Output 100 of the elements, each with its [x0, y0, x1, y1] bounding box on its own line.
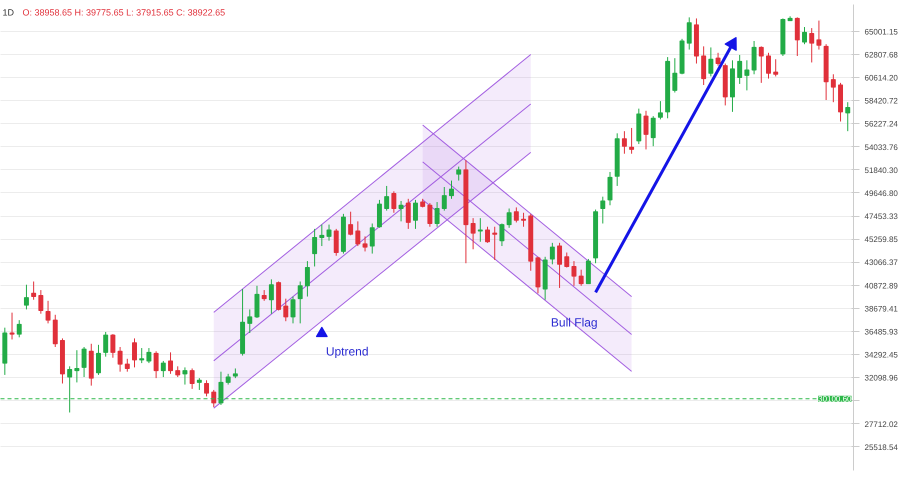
candlestick	[232, 368, 238, 379]
candlestick	[154, 350, 159, 379]
candlestick	[406, 198, 411, 230]
candlestick	[758, 46, 764, 84]
candlestick	[514, 206, 519, 223]
candlestick	[644, 110, 648, 150]
candlestick	[204, 380, 210, 397]
candlestick	[773, 58, 778, 77]
candlestick	[384, 185, 390, 212]
candlestick	[708, 46, 714, 77]
y-tick-label: 47453.33	[864, 212, 898, 222]
candlestick	[247, 308, 252, 334]
candlestick	[16, 320, 22, 338]
candlestick	[499, 223, 504, 247]
y-tick-label: 34292.45	[864, 350, 898, 360]
candlestick	[672, 58, 678, 94]
candlestick	[312, 228, 318, 267]
y-tick-label: 43066.37	[864, 258, 898, 268]
candlestick	[326, 224, 332, 242]
candlestick	[103, 331, 108, 358]
y-tick-label: 36485.93	[864, 327, 898, 336]
candlestick	[110, 334, 116, 358]
y-tick-label: 56227.24	[864, 120, 898, 129]
candlestick	[67, 366, 72, 413]
candlestick	[802, 26, 807, 45]
candlestick	[290, 296, 296, 324]
candlestick	[449, 180, 454, 200]
candlestick	[254, 285, 260, 318]
candlestick	[124, 358, 130, 372]
candlestick	[196, 378, 202, 390]
candlestick	[629, 127, 634, 154]
candlestick	[334, 228, 339, 256]
candlestick	[571, 260, 576, 286]
y-tick-label: 51840.30	[864, 166, 898, 175]
candlestick	[701, 46, 706, 86]
candlestick	[168, 352, 174, 374]
y-tick-label: 38679.41	[864, 304, 898, 314]
candlestick	[744, 60, 750, 91]
candlestick	[391, 190, 396, 214]
candlestick	[298, 280, 303, 324]
candlestick	[376, 199, 382, 228]
candlestick	[506, 208, 512, 228]
candlestick	[10, 312, 15, 340]
y-tick-label: 40872.89	[864, 281, 898, 290]
y-tick-label: 60614.20	[864, 74, 898, 83]
candlestick	[218, 371, 224, 406]
candlestick	[809, 28, 814, 63]
candlestick	[794, 16, 800, 57]
candlestick	[470, 218, 476, 250]
candlestick	[160, 360, 166, 378]
candlestick	[96, 344, 101, 376]
candlestick	[146, 348, 152, 364]
candlestick	[845, 102, 850, 132]
candlestick	[716, 52, 721, 66]
candlestick	[608, 171, 612, 206]
y-tick-label: 54033.76	[864, 142, 898, 152]
candlestick	[182, 366, 188, 386]
y-tick-label: 62807.68	[864, 50, 898, 60]
candlestick	[175, 366, 180, 378]
candlestick	[304, 260, 310, 298]
candlestick	[268, 278, 274, 314]
candlestick	[578, 269, 584, 286]
candlestick	[478, 218, 483, 242]
candlestick	[139, 348, 144, 364]
candlestick	[564, 252, 570, 268]
candlestick	[600, 196, 606, 224]
candlestick	[38, 290, 44, 314]
candlestick	[348, 211, 354, 236]
candlestick	[132, 338, 137, 368]
candlestick	[74, 350, 80, 383]
candlestick	[52, 314, 58, 348]
candlestick	[226, 373, 231, 386]
y-tick-label: 65001.15	[864, 27, 898, 36]
candlestick	[816, 20, 822, 50]
candlestick	[82, 346, 87, 378]
candlestick	[398, 200, 404, 222]
candlestick	[442, 186, 447, 212]
chart-subtitle: O: 38958.65 H: 39775.65 L: 37915.65 C: 38922.65	[22, 8, 226, 18]
candlestick	[31, 280, 36, 300]
candlestick	[485, 226, 490, 244]
candlestick	[319, 224, 324, 247]
candlestick	[658, 100, 663, 120]
candlestick	[427, 202, 432, 228]
candlestick	[370, 223, 375, 254]
candlestick	[737, 54, 742, 84]
candlestick	[412, 199, 418, 230]
candlestick	[190, 368, 195, 390]
y-tick-label: 27712.02	[864, 420, 898, 429]
candlestick	[492, 226, 498, 261]
annotation: Bull Flag	[550, 315, 598, 330]
y-tick-label: 32098.96	[864, 374, 898, 383]
candlestick	[586, 258, 591, 284]
candlestick	[362, 236, 368, 252]
ref-line-label: 30100.60	[818, 394, 852, 404]
candlestick	[622, 130, 627, 154]
candlestick	[686, 16, 692, 50]
candlestick	[521, 212, 526, 228]
chart-title: 1D	[2, 8, 15, 18]
y-tick-label: 49646.80	[864, 188, 898, 198]
y-tick-label: 58420.72	[864, 96, 898, 106]
